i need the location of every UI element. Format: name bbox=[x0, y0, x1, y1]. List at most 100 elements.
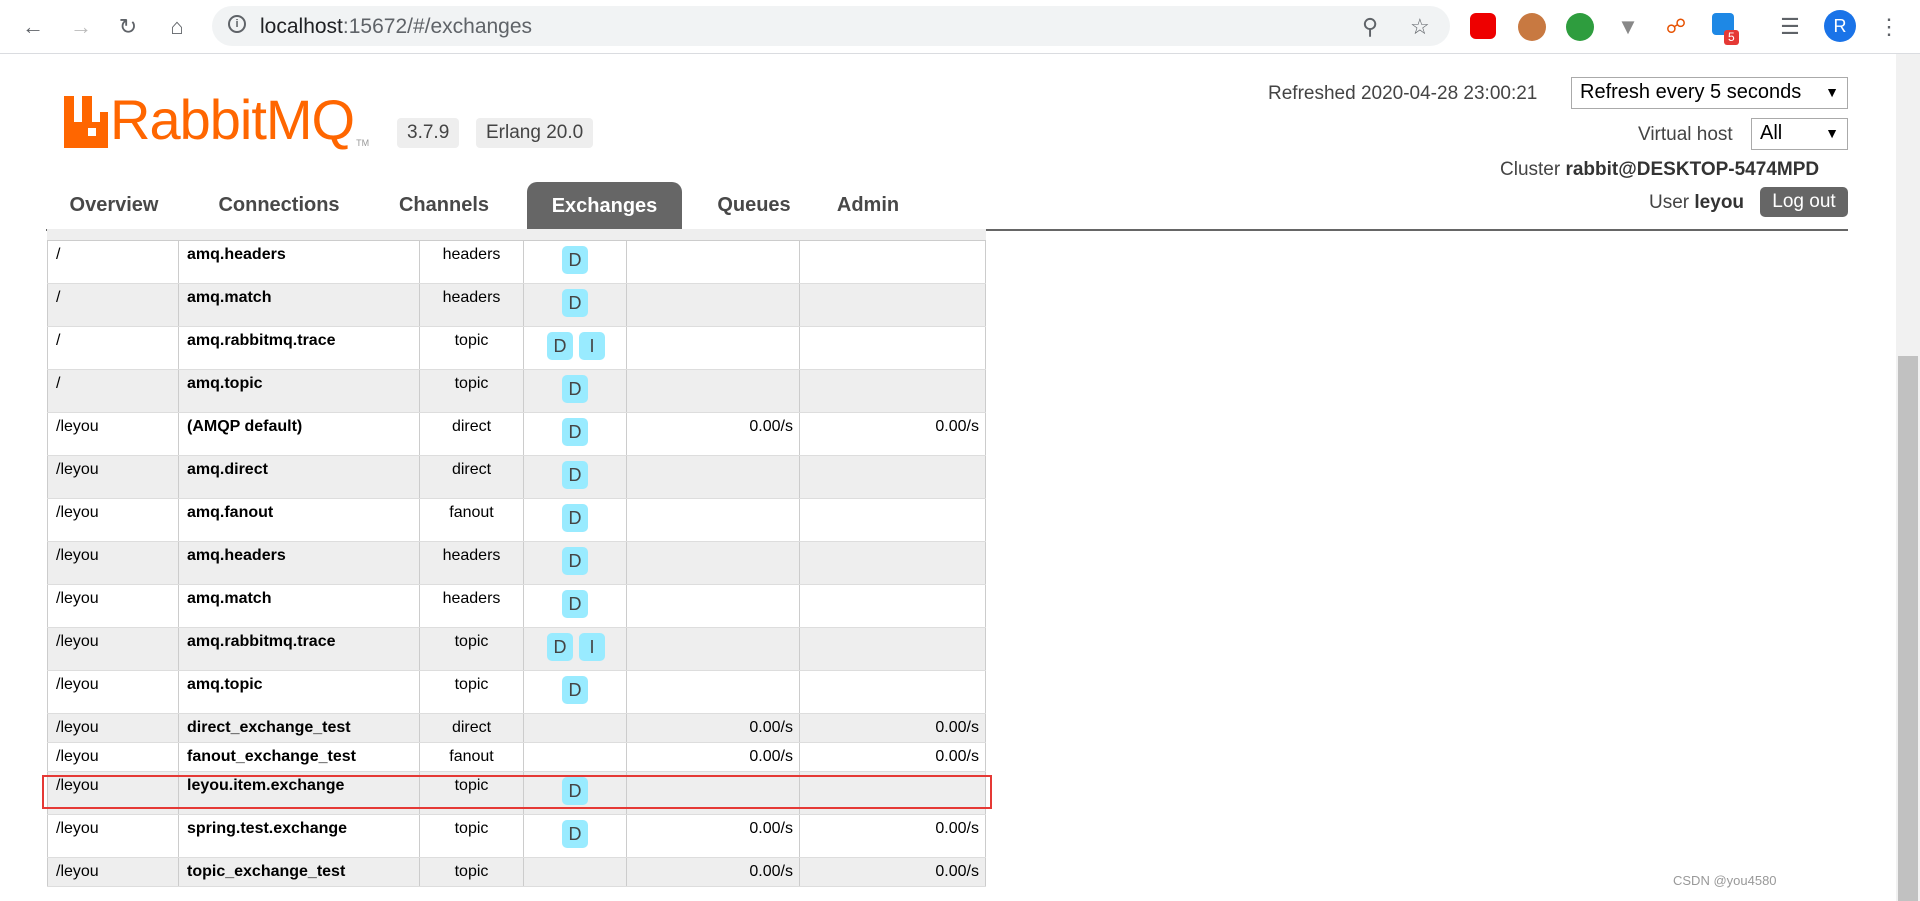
back-icon[interactable]: ← bbox=[22, 14, 44, 39]
reload-icon[interactable]: ↻ bbox=[118, 14, 138, 39]
profile-avatar[interactable]: R bbox=[1824, 10, 1856, 42]
exchange-name-link-text[interactable]: amq.match bbox=[187, 289, 272, 306]
globe-extension-icon[interactable] bbox=[1566, 13, 1594, 41]
table-row[interactable]: /leyou direct_exchange_test direct 0.00/s 0.… bbox=[47, 714, 986, 743]
menu-kebab-icon[interactable]: ⋮ bbox=[1878, 14, 1900, 39]
vhost-cell-text: / bbox=[56, 375, 61, 392]
tab-queues[interactable]: Queues bbox=[717, 194, 791, 216]
message-rate-out-cell bbox=[800, 542, 986, 584]
table-row[interactable]: /leyou fanout_exchange_test fanout 0.00/s 0.… bbox=[47, 743, 986, 772]
exchange-name-link-text[interactable]: (AMQP default) bbox=[187, 418, 303, 435]
exchange-name-link[interactable]: topic_exchange_test bbox=[179, 858, 420, 886]
table-row[interactable]: /leyou amq.fanout fanout D bbox=[47, 499, 986, 542]
site-info-icon[interactable]: i bbox=[228, 15, 246, 33]
exchange-name-link[interactable]: amq.fanout bbox=[179, 499, 420, 541]
message-rate-in-cell-text: 0.00/s bbox=[749, 820, 793, 837]
message-rate-out-cell: 0.00/s bbox=[800, 743, 986, 771]
adblock-extension-icon[interactable] bbox=[1470, 13, 1496, 39]
message-rate-in-cell: 0.00/s bbox=[627, 858, 800, 886]
table-row[interactable]: /leyou amq.topic topic D bbox=[47, 671, 986, 714]
key-icon[interactable]: ⚲ bbox=[1362, 14, 1379, 39]
tab-overview[interactable]: Overview bbox=[69, 194, 159, 216]
exchange-name-link[interactable]: amq.match bbox=[179, 284, 420, 326]
exchange-name-link[interactable]: leyou.item.exchange bbox=[179, 772, 420, 814]
exchange-name-link[interactable]: spring.test.exchange bbox=[179, 815, 420, 857]
message-rate-out-cell bbox=[800, 585, 986, 627]
tab-channels[interactable]: Channels bbox=[398, 194, 490, 216]
exchange-name-link[interactable]: amq.match bbox=[179, 585, 420, 627]
highlight-box bbox=[42, 775, 992, 809]
table-row[interactable]: /leyou (AMQP default) direct D 0.00/s 0.00/s bbox=[47, 413, 986, 456]
tab-admin[interactable]: Admin bbox=[836, 194, 900, 216]
exchange-name-link[interactable]: amq.rabbitmq.trace bbox=[179, 628, 420, 670]
exchange-name-link[interactable]: amq.rabbitmq.trace bbox=[179, 327, 420, 369]
vhost-cell: /leyou bbox=[47, 542, 179, 584]
refresh-interval-select[interactable]: Refresh every 5 seconds ▼ bbox=[1571, 77, 1848, 109]
table-row[interactable]: /leyou amq.headers headers D bbox=[47, 542, 986, 585]
exchange-name-link-text[interactable]: fanout_exchange_test bbox=[187, 748, 356, 765]
exchange-name-link[interactable]: amq.direct bbox=[179, 456, 420, 498]
exchange-name-link-text[interactable]: amq.rabbitmq.trace bbox=[187, 633, 336, 650]
table-row[interactable]: /leyou amq.rabbitmq.trace topic D I bbox=[47, 628, 986, 671]
exchange-type-cell-text: fanout bbox=[449, 504, 494, 521]
exchange-name-link[interactable]: amq.topic bbox=[179, 671, 420, 713]
vhost-cell-text: /leyou bbox=[56, 504, 99, 521]
table-row[interactable]: /leyou amq.match headers D bbox=[47, 585, 986, 628]
url-text[interactable]: localhost:15672/#/exchanges bbox=[260, 15, 533, 38]
exchange-name-link-text[interactable]: amq.match bbox=[187, 590, 272, 607]
exchange-name-link[interactable]: direct_exchange_test bbox=[179, 714, 420, 742]
exchange-name-link[interactable]: amq.headers bbox=[179, 542, 420, 584]
network-extension-icon[interactable]: ☍ bbox=[1665, 16, 1687, 38]
exchange-name-link-text[interactable]: amq.headers bbox=[187, 246, 286, 263]
features-cell: D bbox=[524, 370, 627, 412]
exchange-name-link[interactable]: amq.headers bbox=[179, 241, 420, 283]
forward-icon[interactable]: → bbox=[70, 14, 92, 39]
table-row[interactable]: / amq.match headers D bbox=[47, 284, 986, 327]
exchange-name-link-text[interactable]: spring.test.exchange bbox=[187, 820, 348, 837]
exchange-name-link-text[interactable]: amq.headers bbox=[187, 547, 286, 564]
tab-connections[interactable]: Connections bbox=[218, 194, 340, 216]
table-row[interactable]: /leyou spring.test.exchange topic D 0.00/s 0.… bbox=[47, 815, 986, 858]
message-rate-in-cell bbox=[627, 499, 800, 541]
durable-badge: D bbox=[562, 461, 588, 489]
rabbitmq-logo[interactable]: RabbitMQ TM bbox=[62, 88, 369, 148]
home-icon[interactable]: ⌂ bbox=[170, 14, 184, 39]
exchange-name-link[interactable]: fanout_exchange_test bbox=[179, 743, 420, 771]
bookmark-star-icon[interactable]: ☆ bbox=[1410, 14, 1430, 39]
vhost-cell: / bbox=[47, 284, 179, 326]
virtual-host-select[interactable]: All ▼ bbox=[1751, 118, 1848, 150]
exchange-type-cell: headers bbox=[420, 284, 524, 326]
exchange-name-link-text[interactable]: amq.rabbitmq.trace bbox=[187, 332, 336, 349]
exchange-name-link-text[interactable]: direct_exchange_test bbox=[187, 719, 351, 736]
exchange-name-link-text[interactable]: amq.direct bbox=[187, 461, 268, 478]
table-row[interactable]: / amq.topic topic D bbox=[47, 370, 986, 413]
scrollbar-thumb[interactable] bbox=[1898, 356, 1918, 901]
vhost-cell: /leyou bbox=[47, 743, 179, 771]
message-rate-in-cell bbox=[627, 241, 800, 283]
exchange-name-link-text[interactable]: amq.fanout bbox=[187, 504, 274, 521]
message-rate-out-cell: 0.00/s bbox=[800, 714, 986, 742]
logout-button[interactable]: Log out bbox=[1760, 187, 1848, 217]
durable-badge: D bbox=[562, 418, 588, 446]
exchange-name-link-text[interactable]: topic_exchange_test bbox=[187, 863, 346, 880]
exchange-name-link-text[interactable]: leyou.item.exchange bbox=[187, 777, 345, 794]
tampermonkey-extension-icon[interactable] bbox=[1518, 13, 1546, 41]
tab-exchanges[interactable]: Exchanges bbox=[527, 182, 682, 230]
address-bar[interactable]: i localhost:15672/#/exchanges ⚲ ☆ bbox=[212, 6, 1450, 46]
exchange-name-link[interactable]: amq.topic bbox=[179, 370, 420, 412]
table-row[interactable]: /leyou topic_exchange_test topic 0.00/s 0.00… bbox=[47, 858, 986, 887]
exchange-name-link[interactable]: (AMQP default) bbox=[179, 413, 420, 455]
features-cell: D bbox=[524, 241, 627, 283]
message-rate-out-cell bbox=[800, 327, 986, 369]
apps-extension-icon[interactable] bbox=[1712, 13, 1734, 35]
vue-devtools-icon[interactable]: ▼ bbox=[1617, 14, 1639, 39]
table-row[interactable]: / amq.headers headers D bbox=[47, 241, 986, 284]
exchange-name-link-text[interactable]: amq.topic bbox=[187, 676, 263, 693]
message-rate-in-cell: 0.00/s bbox=[627, 714, 800, 742]
table-row[interactable]: /leyou amq.direct direct D bbox=[47, 456, 986, 499]
erlang-version-badge: Erlang 20.0 bbox=[476, 118, 594, 148]
exchange-type-cell: fanout bbox=[420, 743, 524, 771]
table-row[interactable]: / amq.rabbitmq.trace topic D I bbox=[47, 327, 986, 370]
media-control-icon[interactable]: ☰ bbox=[1780, 14, 1800, 39]
exchange-name-link-text[interactable]: amq.topic bbox=[187, 375, 263, 392]
